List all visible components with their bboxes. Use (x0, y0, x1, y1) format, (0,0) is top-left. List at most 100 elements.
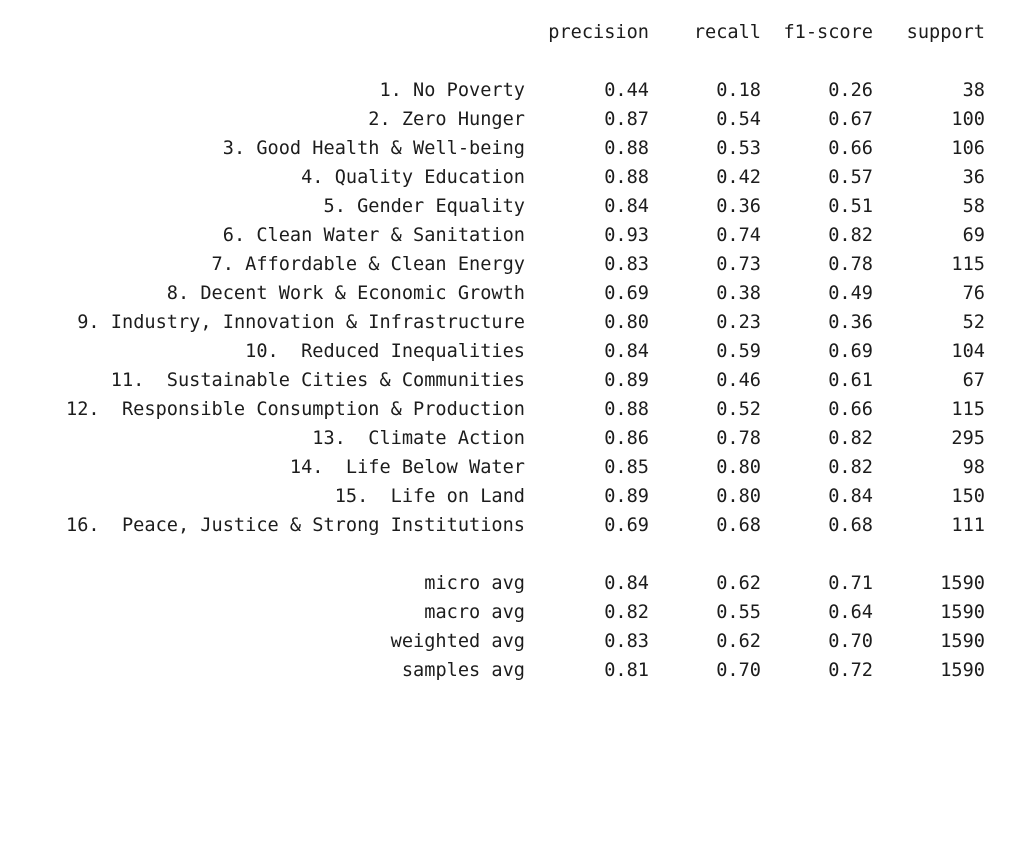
support-value: 1590 (940, 573, 985, 594)
f1-score-value: 0.64 (828, 602, 873, 623)
class-row: 8. Decent Work & Economic Growth 0.69 0.… (0, 279, 1025, 308)
f1-score-value: 0.36 (828, 312, 873, 333)
class-label: 4. Quality Education (301, 167, 525, 188)
class-row: 13. Climate Action 0.86 0.78 0.82 295 (0, 424, 1025, 453)
f1-score-value: 0.78 (828, 254, 873, 275)
precision-value: 0.87 (604, 109, 649, 130)
recall-value: 0.62 (716, 631, 761, 652)
class-label: 16. Peace, Justice & Strong Institutions (66, 515, 525, 536)
class-row: 2. Zero Hunger 0.87 0.54 0.67 100 (0, 105, 1025, 134)
class-label: 1. No Poverty (379, 80, 525, 101)
class-label: 14. Life Below Water (289, 457, 525, 478)
f1-score-value: 0.67 (828, 109, 873, 130)
f1-score-value: 0.68 (828, 515, 873, 536)
recall-value: 0.55 (716, 602, 761, 623)
average-row: micro avg 0.84 0.62 0.71 1590 (0, 569, 1025, 598)
precision-value: 0.69 (604, 283, 649, 304)
average-label: weighted avg (390, 631, 525, 652)
support-value: 115 (951, 254, 985, 275)
support-value: 1590 (940, 631, 985, 652)
precision-value: 0.83 (604, 254, 649, 275)
class-row: 3. Good Health & Well-being 0.88 0.53 0.… (0, 134, 1025, 163)
recall-value: 0.70 (716, 660, 761, 681)
f1-score-value: 0.57 (828, 167, 873, 188)
recall-value: 0.54 (716, 109, 761, 130)
f1-score-value: 0.82 (828, 457, 873, 478)
recall-value: 0.68 (716, 515, 761, 536)
class-label: 7. Affordable & Clean Energy (211, 254, 525, 275)
recall-value: 0.46 (716, 370, 761, 391)
class-row: 11. Sustainable Cities & Communities 0.8… (0, 366, 1025, 395)
class-label: 9. Industry, Innovation & Infrastructure (77, 312, 525, 333)
average-row: macro avg 0.82 0.55 0.64 1590 (0, 598, 1025, 627)
average-row: samples avg 0.81 0.70 0.72 1590 (0, 656, 1025, 685)
recall-value: 0.62 (716, 573, 761, 594)
class-label: 5. Gender Equality (323, 196, 526, 217)
support-value: 76 (962, 283, 985, 304)
support-value: 115 (951, 399, 985, 420)
f1-score-value: 0.82 (828, 225, 873, 246)
recall-value: 0.80 (716, 486, 761, 507)
recall-value: 0.23 (716, 312, 761, 333)
precision-value: 0.83 (604, 631, 649, 652)
class-label: 11. Sustainable Cities & Communities (110, 370, 525, 391)
class-label: 3. Good Health & Well-being (222, 138, 525, 159)
header-f1-score: f1-score (783, 22, 873, 43)
support-value: 52 (962, 312, 985, 333)
class-row: 16. Peace, Justice & Strong Institutions… (0, 511, 1025, 540)
recall-value: 0.42 (716, 167, 761, 188)
precision-value: 0.69 (604, 515, 649, 536)
average-label: micro avg (424, 573, 525, 594)
recall-value: 0.74 (716, 225, 761, 246)
class-label: 2. Zero Hunger (368, 109, 525, 130)
header-precision: precision (548, 22, 649, 43)
precision-value: 0.84 (604, 196, 649, 217)
precision-value: 0.93 (604, 225, 649, 246)
support-value: 69 (962, 225, 985, 246)
class-label: 15. Life on Land (334, 486, 525, 507)
class-label: 8. Decent Work & Economic Growth (166, 283, 525, 304)
recall-value: 0.78 (716, 428, 761, 449)
support-value: 58 (962, 196, 985, 217)
recall-value: 0.80 (716, 457, 761, 478)
precision-value: 0.82 (604, 602, 649, 623)
class-row: 4. Quality Education 0.88 0.42 0.57 36 (0, 163, 1025, 192)
recall-value: 0.18 (716, 80, 761, 101)
precision-value: 0.88 (604, 167, 649, 188)
average-label: samples avg (401, 660, 525, 681)
f1-score-value: 0.72 (828, 660, 873, 681)
average-row: weighted avg 0.83 0.62 0.70 1590 (0, 627, 1025, 656)
f1-score-value: 0.26 (828, 80, 873, 101)
precision-value: 0.88 (604, 399, 649, 420)
class-row: 6. Clean Water & Sanitation 0.93 0.74 0.… (0, 221, 1025, 250)
class-row: 7. Affordable & Clean Energy 0.83 0.73 0… (0, 250, 1025, 279)
class-row: 15. Life on Land 0.89 0.80 0.84 150 (0, 482, 1025, 511)
classification-report: precision recall f1-score support 1. No … (0, 18, 1025, 685)
f1-score-value: 0.49 (828, 283, 873, 304)
f1-score-value: 0.66 (828, 138, 873, 159)
recall-value: 0.73 (716, 254, 761, 275)
class-label: 6. Clean Water & Sanitation (222, 225, 525, 246)
precision-value: 0.86 (604, 428, 649, 449)
recall-value: 0.59 (716, 341, 761, 362)
support-value: 295 (951, 428, 985, 449)
recall-value: 0.52 (716, 399, 761, 420)
class-row: 10. Reduced Inequalities 0.84 0.59 0.69 … (0, 337, 1025, 366)
support-value: 150 (951, 486, 985, 507)
f1-score-value: 0.51 (828, 196, 873, 217)
support-value: 1590 (940, 602, 985, 623)
precision-value: 0.81 (604, 660, 649, 681)
f1-score-value: 0.84 (828, 486, 873, 507)
support-value: 36 (962, 167, 985, 188)
f1-score-value: 0.82 (828, 428, 873, 449)
f1-score-value: 0.69 (828, 341, 873, 362)
class-row: 9. Industry, Innovation & Infrastructure… (0, 308, 1025, 337)
header-row: precision recall f1-score support (0, 18, 1025, 47)
class-row: 14. Life Below Water 0.85 0.80 0.82 98 (0, 453, 1025, 482)
precision-value: 0.88 (604, 138, 649, 159)
header-support: support (906, 22, 985, 43)
precision-value: 0.44 (604, 80, 649, 101)
class-label: 10. Reduced Inequalities (245, 341, 525, 362)
precision-value: 0.84 (604, 573, 649, 594)
support-value: 104 (951, 341, 985, 362)
